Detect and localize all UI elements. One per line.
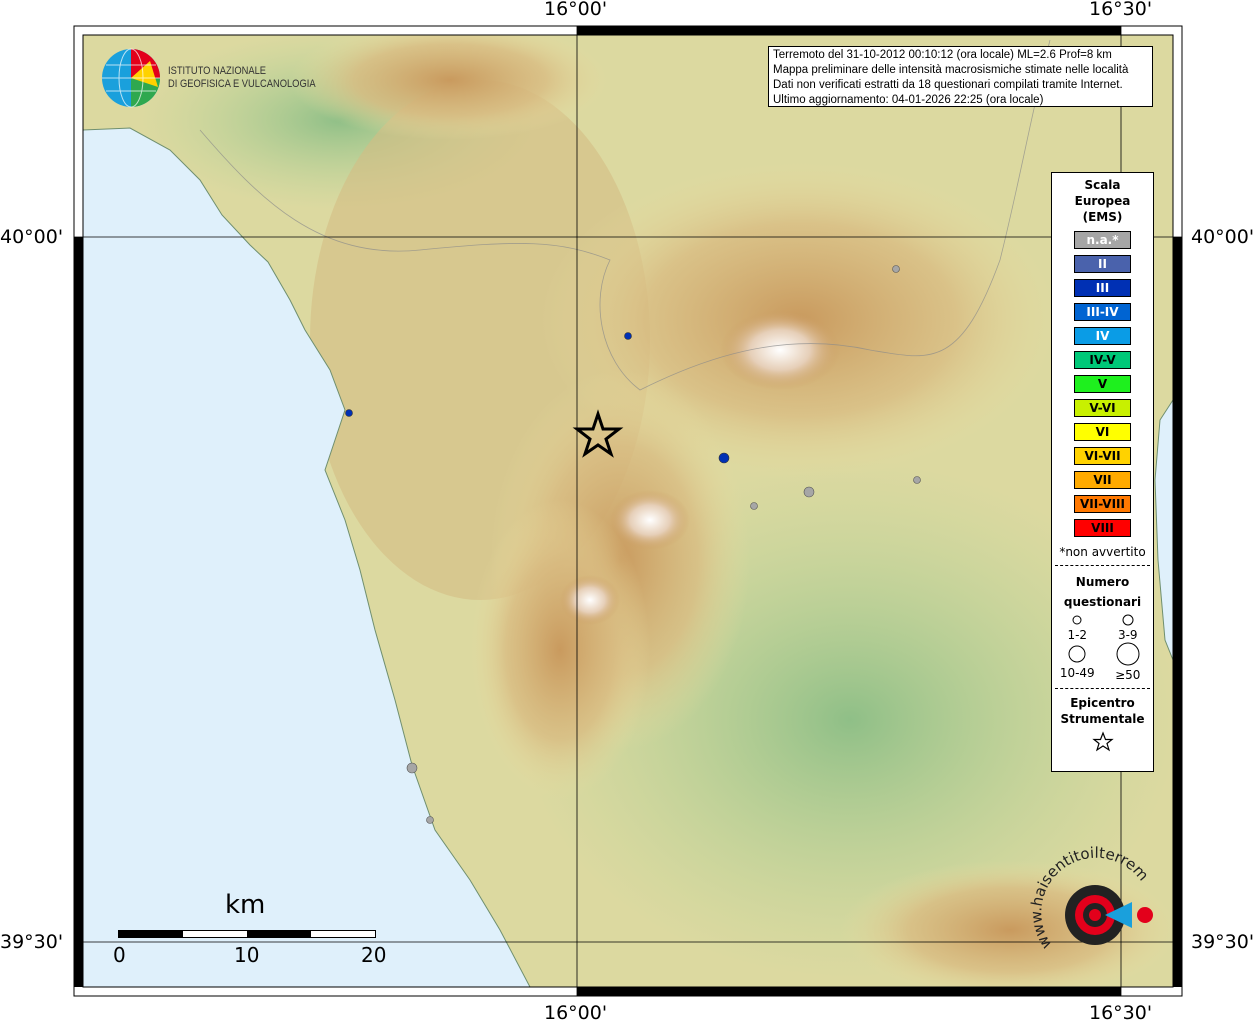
count-3-9: 3-9 <box>1103 614 1154 642</box>
legend-swatch-ii: II <box>1074 255 1131 273</box>
scale-label-20: 20 <box>361 943 387 967</box>
event-info-box: Terremoto del 31-10-2012 00:10:12 (ora l… <box>768 46 1153 107</box>
observation-point[interactable] <box>803 486 815 498</box>
observation-point[interactable] <box>913 476 921 484</box>
lon-tick-bottom: 16°30' <box>1089 1002 1153 1024</box>
observation-point[interactable] <box>750 502 758 510</box>
lat-tick-left: 39°30' <box>0 931 64 953</box>
count-10-49: 10-49 <box>1052 642 1103 682</box>
observation-point[interactable] <box>406 762 418 774</box>
count-50-plus: ≥50 <box>1103 642 1154 682</box>
count-1-2: 1-2 <box>1052 614 1103 642</box>
scale-bar: km 0 10 20 <box>110 890 390 970</box>
legend-swatch-iii-iv: III-IV <box>1074 303 1131 321</box>
count-legend: 1-2 3-9 10-49 ≥50 <box>1052 614 1153 682</box>
observation-point[interactable] <box>892 265 900 273</box>
lat-tick-right: 39°30' <box>1191 931 1255 953</box>
scale-unit: km <box>225 890 266 920</box>
count-title: Numero questionari <box>1063 575 1142 609</box>
observation-point[interactable] <box>426 816 434 824</box>
lon-tick-top: 16°00' <box>544 0 608 20</box>
observation-point[interactable] <box>624 332 632 340</box>
legend-swatch-v: V <box>1074 375 1131 393</box>
scale-label-10: 10 <box>234 943 260 967</box>
legend-swatch-viii: VIII <box>1074 519 1131 537</box>
legend-footnote: *non avvertito <box>1059 545 1146 559</box>
legend-divider <box>1055 688 1150 689</box>
lat-tick-right: 40°00' <box>1191 226 1255 248</box>
legend-swatch-v-vi: V-VI <box>1074 399 1131 417</box>
legend-swatch-iii: III <box>1074 279 1131 297</box>
lat-tick-left: 40°00' <box>0 226 64 248</box>
scale-label-0: 0 <box>113 943 126 967</box>
lon-tick-bottom: 16°00' <box>544 1002 608 1024</box>
info-line-event: Terremoto del 31-10-2012 00:10:12 (ora l… <box>773 49 1112 61</box>
logo-line1: ISTITUTO NAZIONALE <box>168 65 267 77</box>
legend-swatch-iv-v: IV-V <box>1074 351 1131 369</box>
observation-point[interactable] <box>718 452 730 464</box>
legend-title: Scala Europea (EMS) <box>1074 178 1131 224</box>
legend: Scala Europea (EMS) n.a.* II III III-IV IV IV-V… <box>1051 172 1154 772</box>
info-line-description: Mappa preliminare delle intensità macros… <box>773 64 1129 76</box>
ingv-logo: ISTITUTO NAZIONALE DI GEOFISICA E VULCANO… <box>100 47 342 109</box>
observation-point[interactable] <box>345 409 353 417</box>
logo-line2: DI GEOFISICA E VULCANOLOGIA <box>168 78 316 90</box>
globe-icon <box>102 48 160 108</box>
info-line-source: Dati non verificati estratti da 18 quest… <box>773 79 1123 91</box>
star-icon <box>1091 731 1114 752</box>
lon-tick-top: 16°30' <box>1089 0 1153 20</box>
legend-swatch-vi: VI <box>1074 423 1131 441</box>
legend-swatch-vii: VII <box>1074 471 1131 489</box>
legend-swatch-na: n.a.* <box>1074 231 1131 249</box>
legend-swatch-iv: IV <box>1074 327 1131 345</box>
epicenter-title: Epicentro Strumentale <box>1060 696 1145 726</box>
legend-swatch-vi-vii: VI-VII <box>1074 447 1131 465</box>
info-line-updated: Ultimo aggiornamento: 04-01-2026 22:25 (… <box>773 94 1044 106</box>
epicenter-star-icon[interactable] <box>572 409 624 458</box>
legend-divider <box>1055 565 1150 566</box>
legend-swatch-vii-viii: VII-VIII <box>1074 495 1131 513</box>
